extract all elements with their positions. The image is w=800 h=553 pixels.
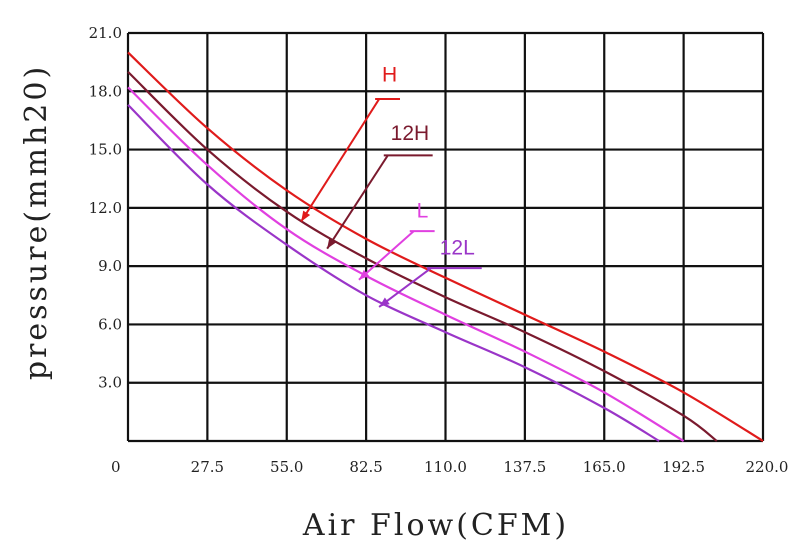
x-tick-label: 137.5 — [503, 458, 546, 476]
y-tick-label: 9.0 — [98, 257, 122, 275]
y-tick-label: 15.0 — [89, 141, 122, 159]
y-tick-label: 21.0 — [89, 24, 122, 42]
x-axis-ticks: 0 27.5 55.0 82.5 110.0 137.5 165.0 192.5 220.0 — [111, 458, 788, 476]
series-annotations: H 12H L 12L — [300, 64, 482, 308]
y-axis-ticks: 3.0 6.0 9.0 12.0 15.0 18.0 21.0 — [89, 24, 122, 392]
y-tick-label: 12.0 — [89, 199, 122, 217]
leader-arrowhead-l — [358, 269, 370, 280]
x-tick-label: 0 — [111, 458, 121, 476]
x-tick-label: 110.0 — [424, 458, 467, 476]
x-tick-label: 165.0 — [583, 458, 626, 476]
series-label-l: L — [417, 200, 429, 223]
y-axis-title: pressure(mmh20) — [19, 64, 54, 380]
series-label-12l: 12L — [440, 236, 475, 259]
leader-arrowhead-h — [301, 210, 311, 222]
x-tick-label: 82.5 — [349, 458, 382, 476]
series-label-12h: 12H — [391, 122, 430, 145]
series-line-12l — [127, 104, 660, 442]
grid — [126, 31, 765, 443]
x-tick-label: 55.0 — [270, 458, 303, 476]
x-tick-label: 220.0 — [746, 458, 789, 476]
y-tick-label: 18.0 — [89, 82, 122, 100]
leader-arrowhead-12l — [379, 297, 390, 307]
x-tick-label: 192.5 — [662, 458, 705, 476]
series-label-h: H — [382, 64, 397, 87]
leader-line-12l — [378, 267, 432, 308]
leader-line-l — [358, 230, 415, 281]
leader-line-h — [300, 98, 380, 222]
y-tick-label: 3.0 — [98, 374, 122, 392]
x-axis-title: Air Flow(CFM) — [302, 508, 569, 543]
y-tick-label: 6.0 — [98, 315, 122, 333]
series-line-12h — [127, 71, 718, 442]
leader-line-12h — [326, 154, 389, 250]
x-tick-label: 27.5 — [191, 458, 224, 476]
leader-arrowhead-12h — [327, 237, 337, 249]
series-line-h — [127, 51, 764, 442]
